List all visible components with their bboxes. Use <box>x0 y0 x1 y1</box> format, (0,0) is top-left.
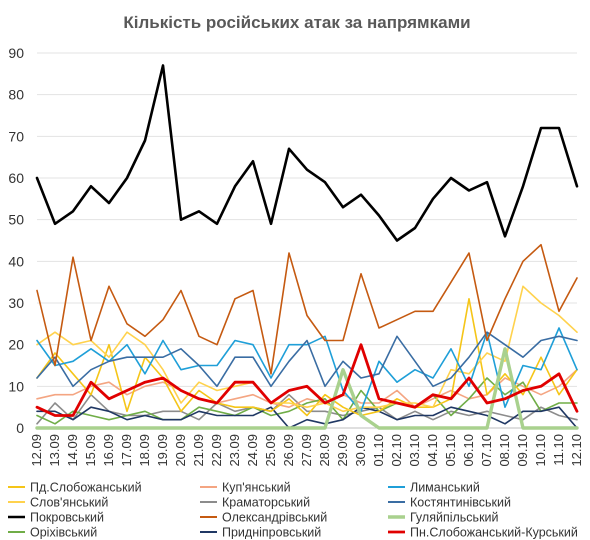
series-lines <box>35 64 579 430</box>
x-tick-label: 18.09 <box>137 434 152 467</box>
x-tick-label: 24.09 <box>245 434 260 467</box>
x-tick-label: 27.09 <box>299 434 314 467</box>
legend-label: Пн.Слобожанський-Курський <box>410 526 578 540</box>
x-tick-label: 07.10 <box>479 434 494 467</box>
x-tick-label: 22.09 <box>209 434 224 467</box>
x-tick-label: 14.09 <box>65 434 80 467</box>
x-tick-label: 01.10 <box>371 434 386 467</box>
y-tick-label: 70 <box>8 128 24 144</box>
series-line <box>36 243 578 375</box>
x-tick-label: 29.09 <box>335 434 350 467</box>
x-tick-label: 03.10 <box>407 434 422 467</box>
legend-label: Куп'янський <box>222 481 291 495</box>
series-line <box>36 331 578 388</box>
x-tick-label: 26.09 <box>281 434 296 467</box>
legend-label: Краматорський <box>222 496 310 510</box>
x-tick-label: 08.10 <box>497 434 512 467</box>
legend-label: Лиманський <box>410 481 480 495</box>
series-line <box>36 297 578 417</box>
x-tick-label: 17.09 <box>119 434 134 467</box>
series-line <box>36 406 578 429</box>
x-tick-label: 28.09 <box>317 434 332 467</box>
chart-title: Кількість російських атак за напрямками <box>123 13 470 32</box>
legend-label: Оріхівський <box>30 526 97 540</box>
legend-label: Костянтинівський <box>410 496 511 510</box>
y-tick-label: 60 <box>8 170 24 186</box>
x-tick-label: 15.09 <box>83 434 98 467</box>
x-tick-label: 25.09 <box>263 434 278 467</box>
x-tick-label: 11.10 <box>551 434 566 466</box>
series-line <box>35 347 579 430</box>
y-tick-label: 90 <box>8 45 24 61</box>
x-tick-label: 21.09 <box>191 434 206 467</box>
series-line <box>35 343 579 417</box>
legend-label: Олександрівський <box>222 511 327 525</box>
x-axis: 12.09 13.09 14.09 15.09 16.09 17.09 18.09 19.09… <box>29 434 584 467</box>
legend: Пд.Слобожанський Куп'янський Лиманський Сло… <box>8 481 578 540</box>
x-tick-label: 06.10 <box>461 434 476 467</box>
legend-label: Придніпровський <box>222 526 321 540</box>
x-tick-label: 19.09 <box>155 434 170 467</box>
y-tick-label: 20 <box>8 337 24 353</box>
x-tick-label: 30.09 <box>353 434 368 467</box>
series-line <box>35 64 579 242</box>
x-tick-label: 23.09 <box>227 434 242 467</box>
series-line <box>36 377 578 425</box>
x-tick-label: 10.10 <box>533 434 548 467</box>
legend-label: Слов'янський <box>30 496 108 510</box>
y-tick-label: 10 <box>8 378 24 394</box>
y-tick-label: 50 <box>8 212 24 228</box>
y-axis: 0 10 20 30 40 50 60 70 80 90 <box>8 45 24 436</box>
x-tick-label: 02.10 <box>389 434 404 467</box>
y-tick-label: 80 <box>8 87 24 103</box>
x-tick-label: 12.10 <box>569 434 584 467</box>
x-tick-label: 05.10 <box>443 434 458 467</box>
legend-label: Покровський <box>30 511 104 525</box>
legend-label: Пд.Слобожанський <box>30 481 142 495</box>
series-line <box>36 285 578 413</box>
x-tick-label: 20.09 <box>173 434 188 467</box>
x-tick-label: 13.09 <box>47 434 62 467</box>
legend-label: Гуляйпільський <box>410 511 499 525</box>
x-tick-label: 04.10 <box>425 434 440 467</box>
y-tick-label: 40 <box>8 253 24 269</box>
y-tick-label: 0 <box>16 420 24 436</box>
y-tick-label: 30 <box>8 295 24 311</box>
x-tick-label: 16.09 <box>101 434 116 467</box>
x-tick-label: 12.09 <box>29 434 44 467</box>
x-tick-label: 09.10 <box>515 434 530 467</box>
